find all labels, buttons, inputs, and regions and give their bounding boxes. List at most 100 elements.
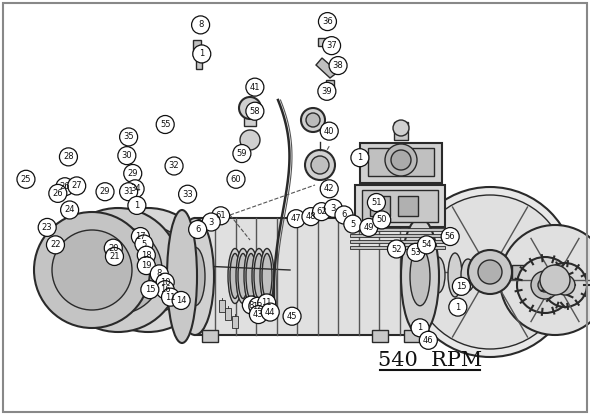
Text: 20: 20	[108, 244, 119, 253]
Text: 17: 17	[135, 232, 146, 241]
Text: 58: 58	[250, 107, 260, 116]
Circle shape	[156, 281, 174, 299]
Text: 22: 22	[50, 240, 61, 249]
Circle shape	[335, 206, 353, 224]
Bar	[350, 246, 445, 249]
Ellipse shape	[448, 253, 462, 297]
Circle shape	[227, 170, 245, 188]
Circle shape	[132, 227, 149, 246]
Text: 42: 42	[324, 184, 335, 193]
Circle shape	[323, 37, 340, 55]
Circle shape	[283, 307, 301, 325]
Circle shape	[385, 144, 417, 176]
Circle shape	[193, 45, 211, 63]
Circle shape	[329, 56, 347, 75]
Bar	[244, 108, 256, 126]
Bar	[193, 40, 201, 56]
Ellipse shape	[410, 247, 430, 306]
Ellipse shape	[461, 259, 475, 291]
Text: 5: 5	[350, 220, 355, 229]
Ellipse shape	[228, 249, 242, 303]
Text: 54: 54	[421, 240, 432, 249]
Circle shape	[124, 164, 142, 183]
Circle shape	[189, 220, 206, 239]
Circle shape	[104, 239, 122, 257]
Text: 35: 35	[123, 132, 134, 142]
Ellipse shape	[262, 254, 272, 298]
Circle shape	[391, 150, 411, 170]
Ellipse shape	[252, 249, 266, 303]
Circle shape	[419, 331, 437, 349]
Circle shape	[47, 236, 64, 254]
Text: 32: 32	[169, 161, 179, 171]
Text: 53: 53	[411, 248, 421, 257]
Circle shape	[302, 208, 320, 226]
Circle shape	[538, 278, 552, 292]
Bar	[219, 300, 225, 312]
Text: 1: 1	[199, 49, 204, 59]
Circle shape	[212, 207, 230, 225]
Circle shape	[246, 102, 264, 120]
Text: 540  RPM: 540 RPM	[378, 351, 482, 369]
Circle shape	[411, 319, 429, 337]
Text: 38: 38	[333, 61, 343, 70]
Text: 19: 19	[141, 261, 152, 270]
Circle shape	[313, 203, 330, 221]
Text: 6: 6	[341, 210, 347, 220]
Bar	[394, 122, 408, 140]
Circle shape	[120, 128, 137, 146]
Text: 21: 21	[109, 252, 120, 261]
Circle shape	[202, 213, 220, 231]
Text: 39: 39	[322, 87, 332, 96]
Text: 8: 8	[156, 269, 162, 278]
Text: 30: 30	[122, 151, 132, 160]
Circle shape	[150, 265, 168, 283]
Circle shape	[49, 184, 67, 203]
Text: 14: 14	[176, 296, 186, 305]
Text: 46: 46	[423, 336, 434, 345]
Text: 31: 31	[123, 187, 134, 196]
Bar	[196, 55, 202, 69]
Text: 47: 47	[291, 214, 301, 223]
Circle shape	[500, 225, 590, 335]
Circle shape	[162, 288, 179, 306]
Ellipse shape	[167, 210, 197, 343]
Bar	[360, 143, 442, 183]
Text: 56: 56	[445, 232, 455, 241]
Circle shape	[305, 150, 335, 180]
Circle shape	[118, 146, 136, 165]
Text: 50: 50	[376, 215, 387, 225]
Circle shape	[239, 97, 261, 119]
Bar	[370, 196, 390, 216]
Circle shape	[104, 226, 192, 314]
Bar	[350, 240, 445, 244]
Bar	[232, 316, 238, 328]
Circle shape	[61, 201, 78, 219]
Circle shape	[393, 120, 409, 136]
Text: 1: 1	[418, 323, 422, 332]
Text: 28: 28	[63, 152, 74, 161]
Circle shape	[96, 183, 114, 201]
Text: 43: 43	[253, 310, 264, 319]
Text: 41: 41	[250, 83, 260, 92]
Text: 25: 25	[21, 175, 31, 184]
Text: 34: 34	[130, 184, 140, 193]
Circle shape	[52, 230, 132, 310]
Circle shape	[407, 243, 425, 261]
Circle shape	[555, 275, 575, 295]
Text: 55: 55	[160, 120, 171, 129]
Ellipse shape	[176, 218, 214, 335]
Bar	[225, 308, 231, 320]
Polygon shape	[316, 58, 338, 78]
Bar	[318, 38, 328, 46]
Bar	[350, 234, 445, 237]
Circle shape	[242, 296, 260, 314]
Bar	[326, 80, 334, 90]
Circle shape	[368, 193, 385, 212]
Text: 3: 3	[208, 217, 214, 227]
Bar	[362, 190, 438, 222]
Text: 45: 45	[287, 312, 297, 321]
Ellipse shape	[244, 249, 258, 303]
Circle shape	[246, 78, 264, 96]
Text: 49: 49	[363, 223, 374, 232]
